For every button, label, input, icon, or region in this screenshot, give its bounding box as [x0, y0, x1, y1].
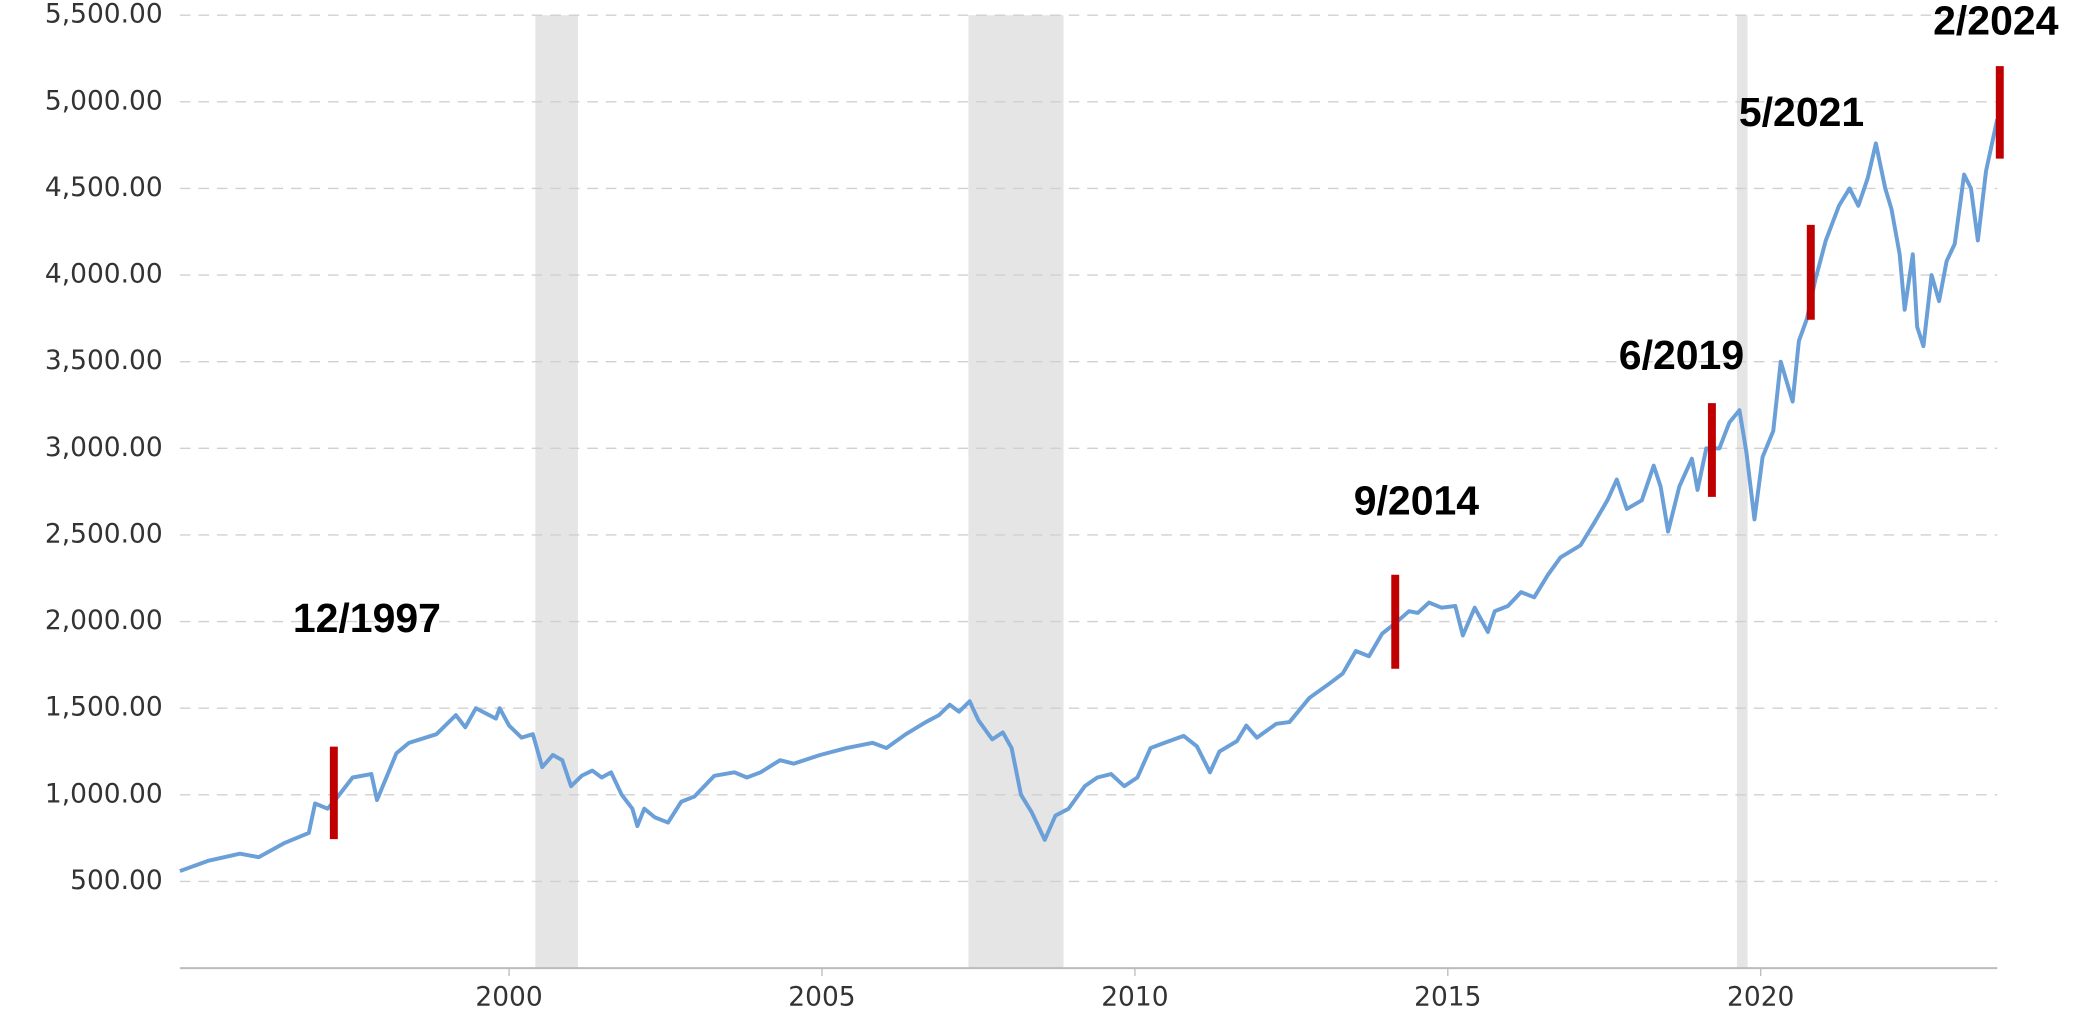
x-tick-label: 2005 [788, 981, 855, 1012]
y-tick-label: 3,500.00 [45, 345, 163, 376]
y-tick-label: 1,000.00 [45, 778, 163, 809]
x-tick-label: 2015 [1414, 981, 1481, 1012]
annotation-label: 9/2014 [1354, 477, 1480, 523]
shaded-period [968, 15, 1064, 969]
y-tick-label: 2,500.00 [45, 518, 163, 549]
y-tick-label: 500.00 [70, 865, 163, 896]
y-tick-label: 2,000.00 [45, 605, 163, 636]
y-tick-label: 3,000.00 [45, 432, 163, 463]
y-tick-label: 5,000.00 [45, 85, 163, 116]
y-tick-label: 4,000.00 [45, 259, 163, 290]
annotation-label: 12/1997 [293, 595, 441, 641]
x-tick-label: 2000 [475, 981, 542, 1012]
y-tick-label: 4,500.00 [45, 172, 163, 203]
annotation-label: 5/2021 [1739, 89, 1864, 135]
x-tick-label: 2020 [1727, 981, 1794, 1012]
y-tick-label: 5,500.00 [45, 0, 163, 30]
annotation-label: 6/2019 [1619, 332, 1744, 378]
y-tick-label: 1,500.00 [45, 692, 163, 723]
x-tick-label: 2010 [1101, 981, 1168, 1012]
shaded-period [535, 15, 578, 969]
annotation-label: 2/2024 [1933, 0, 2059, 44]
shaded-period [1736, 15, 1748, 969]
data-line [179, 118, 2000, 873]
